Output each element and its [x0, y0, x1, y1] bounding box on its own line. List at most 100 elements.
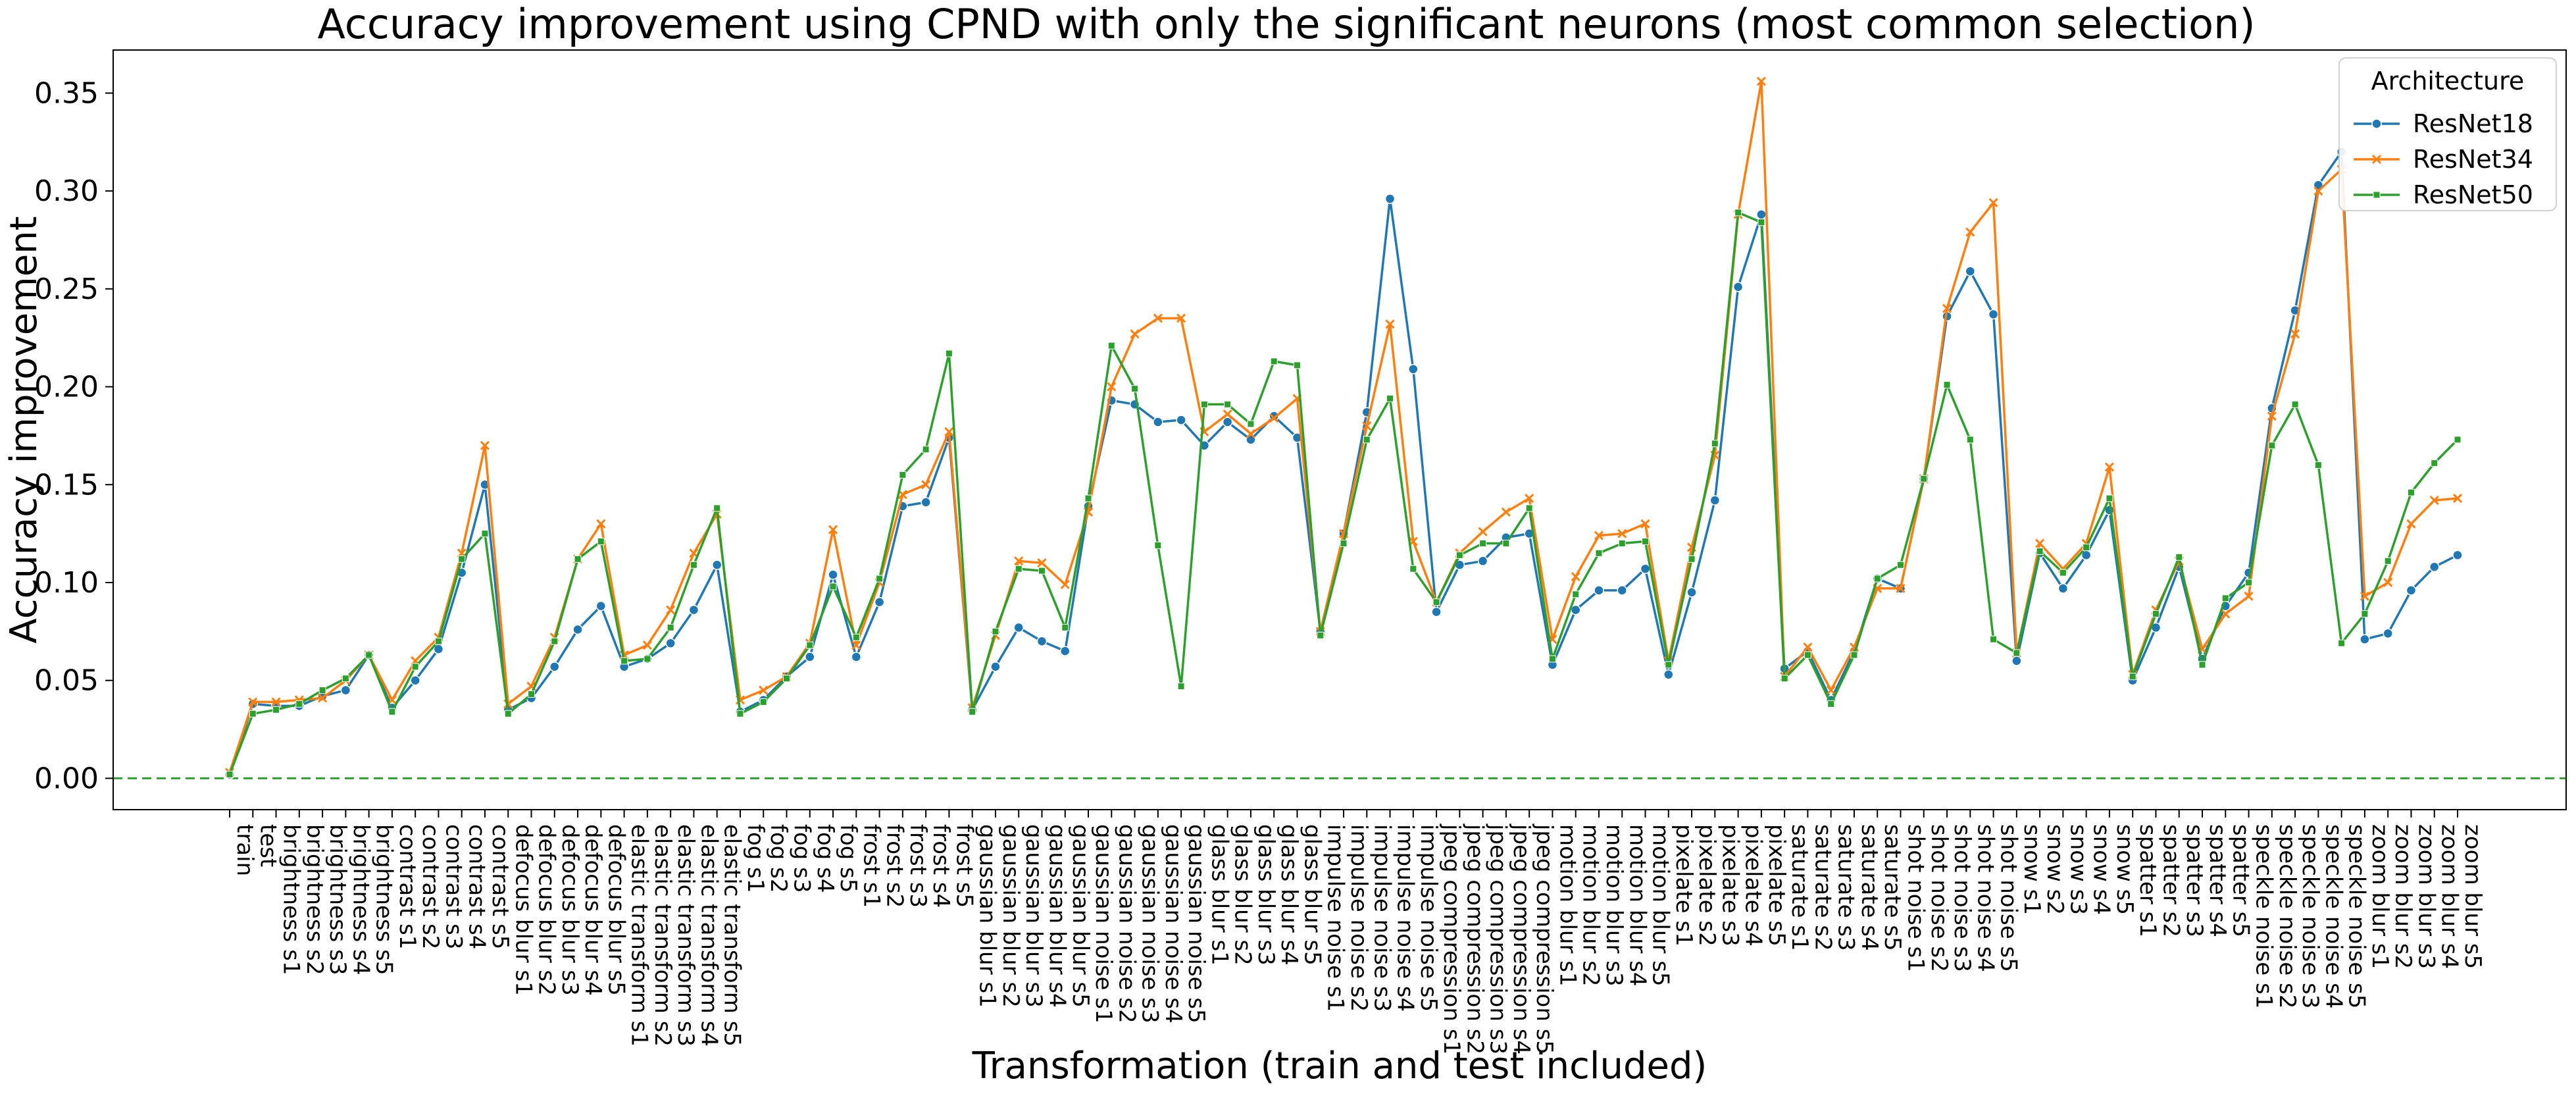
chart-title: Accuracy improvement using CPND with onl… — [317, 0, 2255, 48]
data-point-resnet50 — [2198, 661, 2206, 669]
data-point-resnet34 — [921, 480, 931, 490]
x-tick-label: spatter s4 — [2204, 824, 2231, 937]
y-tick-label: 0.30 — [34, 174, 99, 208]
data-point-resnet18 — [1732, 282, 1744, 292]
x-tick-label: shot noise s1 — [1903, 824, 1929, 972]
series-line-resnet34 — [228, 80, 2458, 773]
data-point-resnet34 — [1942, 303, 1952, 313]
x-tick-label: shot noise s2 — [1926, 824, 1952, 972]
x-tick-label: contrast s2 — [417, 824, 443, 949]
data-point-resnet34 — [1896, 583, 1906, 593]
data-point-resnet34 — [2383, 577, 2393, 588]
x-tick-label: zoom blur s3 — [2413, 824, 2439, 969]
x-tick-label: zoom blur s1 — [2367, 824, 2393, 969]
data-point-resnet50 — [2291, 400, 2299, 408]
data-point-resnet18 — [1060, 646, 1071, 656]
data-point-resnet34 — [2290, 329, 2300, 339]
data-point-resnet50 — [759, 698, 767, 706]
legend-frame — [2338, 57, 2557, 211]
legend-swatch-marker — [2371, 154, 2382, 165]
data-point-resnet50 — [1317, 631, 1325, 639]
x-tick-label: fog s3 — [789, 824, 815, 893]
x-tick-label: gaussian blur s5 — [1067, 824, 1094, 1008]
data-point-resnet34 — [828, 525, 838, 534]
x-tick-label: gaussian blur s1 — [974, 824, 1001, 1008]
x-tick-label: defocus blur s2 — [534, 824, 560, 996]
x-tick-label: contrast s4 — [464, 824, 490, 949]
data-point-resnet18 — [595, 600, 607, 612]
data-point-resnet50 — [1432, 598, 1440, 606]
data-point-resnet50 — [1827, 700, 1835, 708]
x-tick-label: speckle noise s4 — [2320, 824, 2346, 1008]
x-tick-label: contrast s3 — [440, 824, 467, 949]
data-point-resnet34 — [1525, 494, 1534, 504]
data-point-resnet50 — [1270, 357, 1278, 365]
data-point-resnet34 — [1571, 572, 1580, 582]
data-point-resnet34 — [2360, 591, 2369, 601]
data-point-resnet50 — [1107, 342, 1115, 350]
x-tick-label: brightness s5 — [371, 824, 397, 976]
x-tick-label: saturate s5 — [1879, 824, 1906, 951]
x-tick-label: pixelate s5 — [1763, 824, 1790, 947]
y-tick-label: 0.05 — [34, 664, 99, 698]
data-point-resnet50 — [2221, 594, 2229, 602]
data-point-resnet34 — [480, 440, 490, 450]
legend-label: ResNet34 — [2413, 145, 2533, 174]
data-point-resnet18 — [340, 685, 351, 696]
x-tick-label: gaussian noise s5 — [1183, 824, 1209, 1024]
data-point-resnet34 — [2244, 591, 2254, 601]
legend-item-resnet34: ResNet34 — [2354, 145, 2533, 174]
x-tick-label: train — [232, 824, 258, 876]
x-tick-label: elastic transform s1 — [626, 824, 653, 1047]
x-tick-label: snow s1 — [2019, 824, 2045, 915]
data-point-resnet50 — [644, 655, 651, 663]
data-point-resnet50 — [1711, 440, 1719, 448]
data-point-resnet50 — [690, 561, 697, 569]
x-tick-label: fog s1 — [742, 824, 769, 893]
data-point-resnet50 — [1897, 561, 1904, 569]
data-point-resnet50 — [365, 651, 373, 659]
data-point-resnet50 — [388, 708, 396, 716]
x-tick-label: motion blur s2 — [1578, 824, 1604, 987]
data-point-resnet50 — [2083, 543, 2090, 551]
data-point-resnet50 — [1224, 400, 1232, 408]
x-tick-label: motion blur s1 — [1554, 824, 1580, 987]
series-line-resnet50 — [228, 211, 2459, 775]
data-point-resnet34 — [1362, 421, 1372, 431]
x-tick-label: jpeg compression s5 — [1531, 823, 1557, 1055]
x-tick-label: elastic transform s2 — [649, 824, 676, 1047]
data-point-resnet50 — [249, 710, 257, 717]
data-point-resnet50 — [1688, 555, 1696, 563]
data-point-resnet18 — [1222, 417, 1233, 427]
data-point-resnet34 — [318, 693, 328, 703]
data-point-resnet50 — [1084, 494, 1092, 502]
data-point-resnet50 — [481, 530, 489, 538]
data-point-resnet18 — [1709, 495, 1721, 506]
x-tick-label: brightness s1 — [278, 824, 305, 976]
data-point-resnet50 — [1850, 651, 1858, 659]
x-tick-label: jpeg compression s2 — [1461, 823, 1488, 1055]
data-point-resnet50 — [434, 637, 442, 645]
x-axis-title: Transformation (train and test included) — [972, 1045, 1707, 1087]
data-point-resnet34 — [1153, 313, 1163, 323]
x-tick-label: shot noise s3 — [1949, 824, 1975, 972]
data-point-resnet50 — [1920, 475, 1928, 482]
data-point-resnet34 — [1965, 227, 1975, 237]
x-tick-label: jpeg compression s1 — [1438, 823, 1465, 1055]
y-axis-title: Accuracy improvement — [3, 216, 45, 643]
data-point-resnet50 — [969, 708, 976, 716]
data-point-resnet18 — [828, 569, 838, 580]
x-tick-label: speckle noise s5 — [2344, 824, 2370, 1008]
data-point-resnet50 — [226, 770, 234, 778]
x-tick-label: test — [255, 824, 281, 867]
data-point-resnet50 — [1363, 436, 1371, 444]
x-tick-label: frost s2 — [882, 824, 908, 908]
data-point-resnet50 — [528, 690, 536, 698]
data-point-resnet50 — [783, 675, 790, 683]
x-tick-label: defocus blur s1 — [510, 824, 536, 996]
x-tick-label: fog s2 — [765, 824, 792, 893]
data-point-resnet50 — [1943, 381, 1951, 389]
x-tick-label: saturate s3 — [1833, 824, 1859, 951]
data-point-resnet34 — [1617, 529, 1627, 538]
data-point-resnet50 — [2059, 569, 2067, 577]
